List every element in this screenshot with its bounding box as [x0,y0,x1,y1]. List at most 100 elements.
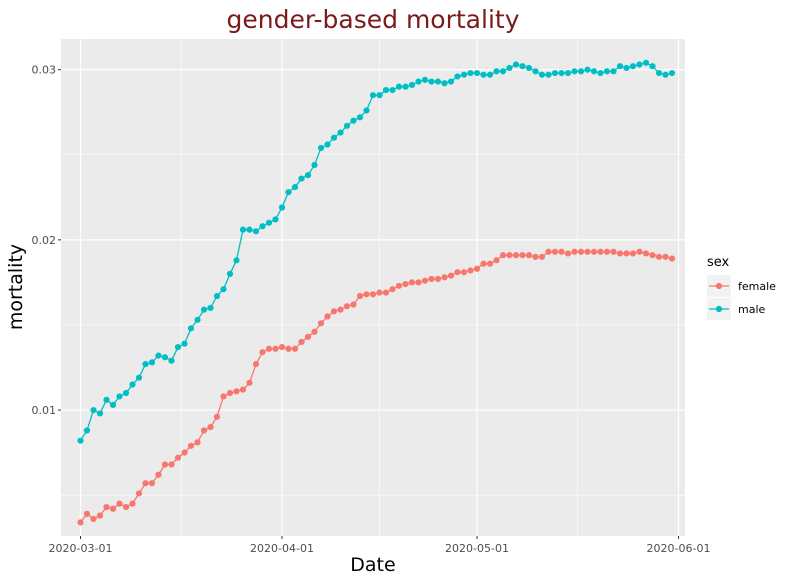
data-point-male [155,352,162,359]
series-female [77,248,676,526]
data-point-female [636,248,643,255]
x-axis: 2020-03-01 2020-04-01 2020-05-01 2020-06-01 [49,536,710,555]
data-point-female [603,248,611,255]
data-point-male [200,306,208,313]
data-point-male [246,226,253,233]
legend-item-female: female [707,275,776,297]
data-point-female [304,333,312,340]
data-point-female [103,503,110,511]
data-point-female [408,279,416,286]
data-point-male [480,71,487,78]
data-point-male [408,81,416,89]
y-tick-label: 0.01 [32,404,57,417]
data-point-female [278,343,286,351]
data-point-male [330,134,338,141]
data-point-female [109,505,117,512]
data-point-male [512,61,520,68]
data-point-female [161,461,169,468]
data-point-male [96,410,104,417]
data-point-female [558,248,565,255]
data-point-male [616,63,624,70]
data-point-female [155,471,162,478]
data-point-female [90,515,97,523]
data-point-male [239,226,247,233]
data-point-male [493,68,500,75]
data-point-female [324,313,331,320]
data-point-female [298,338,305,346]
data-point-male [90,406,97,414]
data-point-female [616,250,624,257]
legend-key-point [715,282,723,290]
data-point-female [538,253,546,260]
data-point-female [499,252,507,259]
data-point-male [304,172,312,179]
data-point-female [337,306,344,313]
data-point-female [447,272,455,279]
data-point-male [395,83,403,90]
data-point-female [610,248,617,255]
data-point-male [525,64,533,72]
data-point-male [109,401,117,409]
data-point-female [265,345,273,352]
data-point-male [447,78,455,85]
data-point-male [265,219,273,226]
data-point-female [441,274,448,281]
data-point-female [382,289,390,296]
data-point-female [142,480,149,487]
data-point-male [428,78,435,85]
data-point-female [395,282,403,289]
x-axis-title: Date [350,554,395,576]
data-point-male [278,204,286,211]
data-point-male [317,144,325,152]
data-point-female [129,500,136,507]
data-point-female [226,389,234,397]
data-point-male [597,69,604,77]
data-point-female [174,454,182,461]
data-point-female [532,253,539,260]
data-point-male [181,340,188,347]
data-point-male [564,69,572,77]
data-point-male [649,63,656,70]
y-axis-title: mortality [5,244,27,330]
data-point-female [343,303,351,310]
data-point-male [467,69,474,77]
y-tick-label: 0.03 [32,64,57,77]
data-point-male [382,86,390,94]
data-point-female [252,360,260,368]
data-point-female [317,320,325,327]
data-point-male [421,76,429,83]
data-point-male [298,175,305,182]
legend: sex female male [707,255,776,320]
data-point-male [642,59,650,66]
data-point-male [662,71,669,78]
data-point-female [434,275,442,283]
data-point-female [460,269,468,276]
data-point-male [584,66,591,73]
data-point-male [122,389,130,397]
data-point-female [551,248,559,255]
data-point-male [194,316,201,323]
data-point-male [324,141,331,148]
data-point-female [493,257,500,264]
data-point-male [343,122,351,129]
chart-title: gender-based mortality [227,5,520,34]
data-point-female [187,442,195,449]
data-point-female [363,291,370,298]
data-point-female [415,279,422,286]
data-point-male [259,223,266,230]
data-point-female [389,286,396,293]
data-point-female [213,413,221,420]
data-point-male [603,68,611,75]
data-point-male [519,63,526,70]
data-point-female [545,248,552,255]
legend-label: male [738,303,766,316]
data-point-male [350,117,357,124]
data-point-male [369,92,377,99]
data-point-male [655,69,663,77]
data-point-female [259,349,266,356]
x-tick-label: 2020-05-01 [445,542,509,555]
data-point-male [636,61,643,68]
data-point-female [220,393,227,400]
data-point-female [77,519,84,526]
data-point-female [584,248,591,255]
